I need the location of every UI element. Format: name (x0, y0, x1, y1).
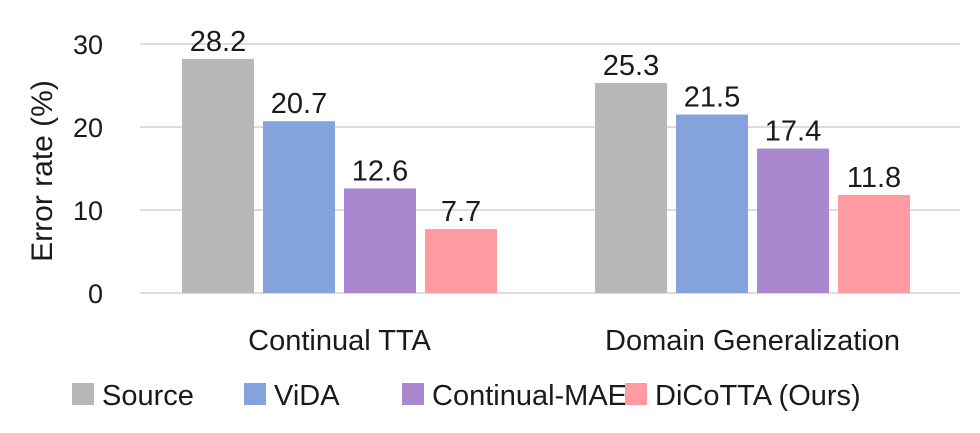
legend-label: ViDA (274, 380, 340, 412)
x-category-label: Domain Generalization (605, 325, 900, 357)
bar-continual-mae-1 (757, 148, 829, 293)
data-label: 11.8 (847, 162, 901, 194)
legend-swatch (72, 383, 94, 405)
data-label: 12.6 (352, 155, 408, 187)
data-label: 17.4 (765, 116, 821, 148)
y-axis-label: Error rate (%) (26, 80, 59, 262)
legend-label: DiCoTTA (Ours) (655, 380, 861, 412)
data-label: 20.7 (271, 88, 327, 120)
legend: Source ViDA Continual-MAE DiCoTTA (Ours) (72, 380, 861, 412)
y-axis-ticks: 0 10 20 30 (73, 30, 103, 309)
bar-continual-mae-0 (344, 188, 416, 293)
legend-swatch (244, 383, 266, 405)
legend-label: Continual-MAE (432, 380, 627, 412)
data-labels: 28.2 20.7 12.6 7.7 25.3 21.5 17.4 11.8 (190, 26, 901, 228)
data-label: 7.7 (441, 196, 481, 228)
x-axis-categories: Continual TTA Domain Generalization (248, 325, 900, 357)
legend-label: Source (102, 380, 194, 412)
legend-swatch (402, 383, 424, 405)
bar-dicotta-ours--1 (838, 195, 910, 293)
y-tick-label: 30 (73, 30, 103, 60)
data-label: 25.3 (603, 50, 659, 82)
bar-vida-1 (676, 114, 748, 293)
x-category-label: Continual TTA (248, 325, 431, 357)
y-tick-label: 0 (88, 279, 103, 309)
y-tick-label: 10 (73, 196, 103, 226)
data-label: 28.2 (190, 26, 246, 58)
bar-source-1 (595, 83, 667, 293)
bar-vida-0 (263, 121, 335, 293)
bar-dicotta-ours--0 (425, 229, 497, 293)
bars (182, 58, 910, 293)
bar-source-0 (182, 58, 254, 293)
data-label: 21.5 (684, 82, 740, 114)
y-tick-label: 20 (73, 113, 103, 143)
legend-swatch (625, 383, 647, 405)
